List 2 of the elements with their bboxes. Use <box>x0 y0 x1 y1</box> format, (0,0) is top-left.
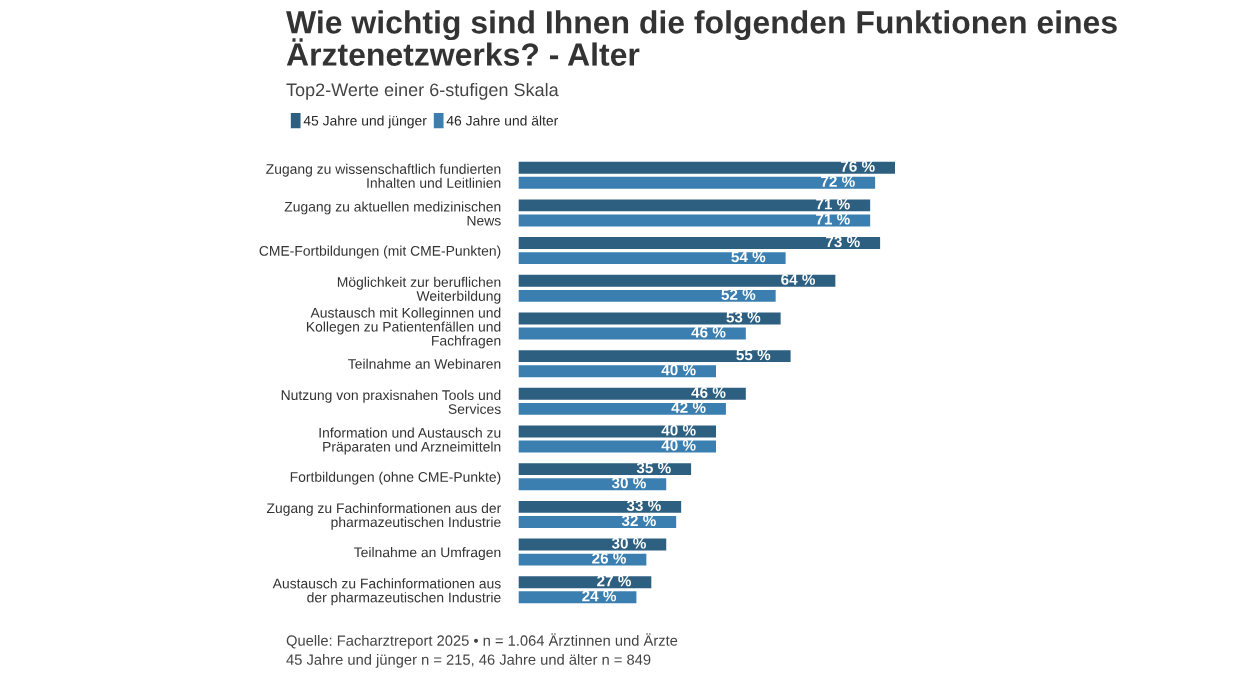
chart-title: Wie wichtig sind Ihnen die folgenden Funktionen eines Ärztenetzwerks? - Alter <box>286 10 1117 66</box>
chart-subtitle: Top2-Werte einer 6-stufigen Skala <box>286 82 559 100</box>
